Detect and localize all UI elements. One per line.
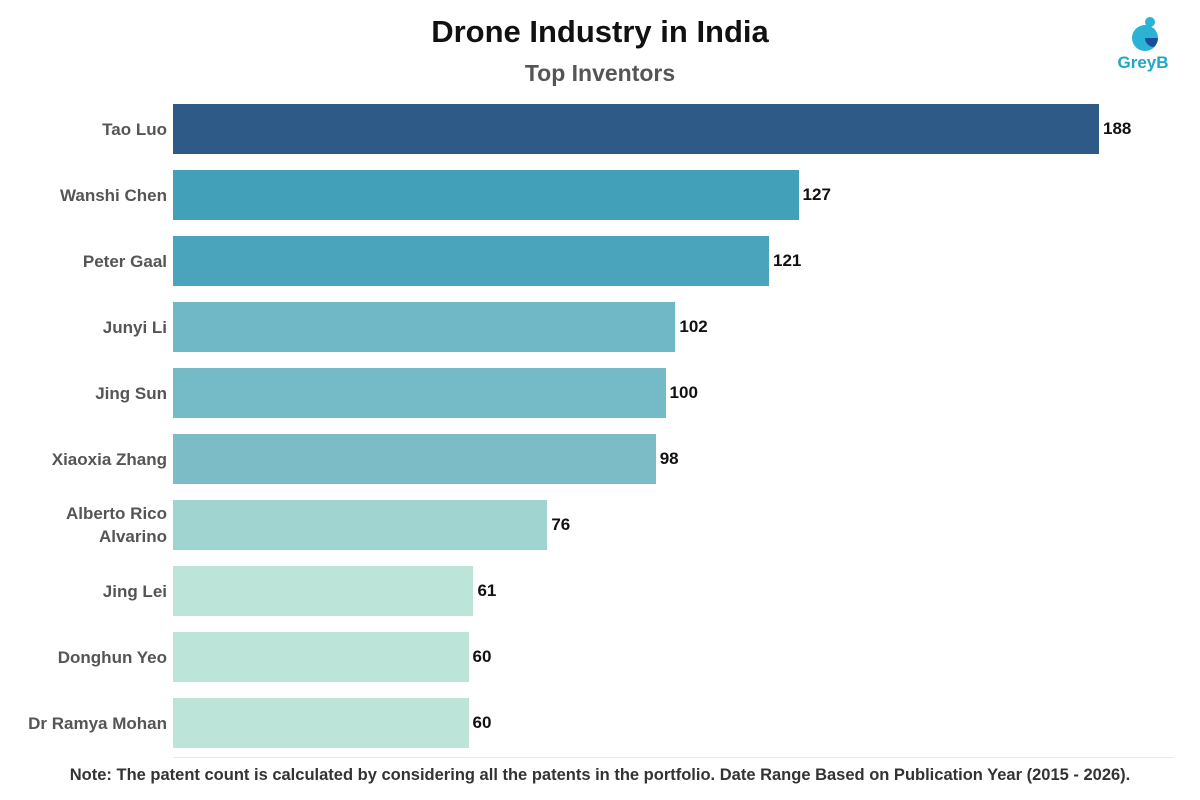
data-label: 121 [772,251,802,270]
logo: GreyB [1117,53,1169,72]
data-label: 127 [802,185,831,204]
y-tick-label: Jing Sun [95,383,167,403]
logo-icon [1132,17,1158,51]
y-tick-label: Junyi Li [102,317,167,337]
y-tick-label: Jing Lei [102,581,167,601]
bar [173,302,676,352]
note: Note: The patent count is calculated by … [69,766,1131,784]
y-tick-label: Alberto Rico Alvarino [65,504,167,546]
chart: Tao Luo 188 Wanshi Chen 127 Peter Gaal 121 Jun… [28,104,1132,748]
bar [173,434,656,484]
data-label: 60 [472,647,492,666]
data-label: 98 [659,449,679,468]
data-label: 100 [669,383,698,402]
y-tick-label: Dr Ramya Mohan [28,713,167,733]
data-label: 61 [477,581,497,600]
bar [173,170,799,220]
data-label: 102 [679,317,708,336]
y-tick-label: Donghun Yeo [57,647,167,667]
bar [173,632,469,682]
chart-title: Drone Industry in India [431,14,769,49]
bar [173,236,769,286]
bar [173,698,469,748]
baseline [173,757,1173,758]
y-tick-label: Xiaoxia Zhang [51,449,167,469]
chart-subtitle: Top Inventors [524,60,676,86]
y-tick-label: Wanshi Chen [59,185,167,205]
bar [173,368,666,418]
bar [173,566,474,616]
data-label: 188 [1103,119,1132,138]
bar [173,500,548,550]
bar [173,104,1099,154]
y-tick-label: Tao Luo [102,119,167,139]
data-label: 60 [472,713,492,732]
y-tick-label: Peter Gaal [82,251,167,271]
data-label: 76 [551,515,571,534]
